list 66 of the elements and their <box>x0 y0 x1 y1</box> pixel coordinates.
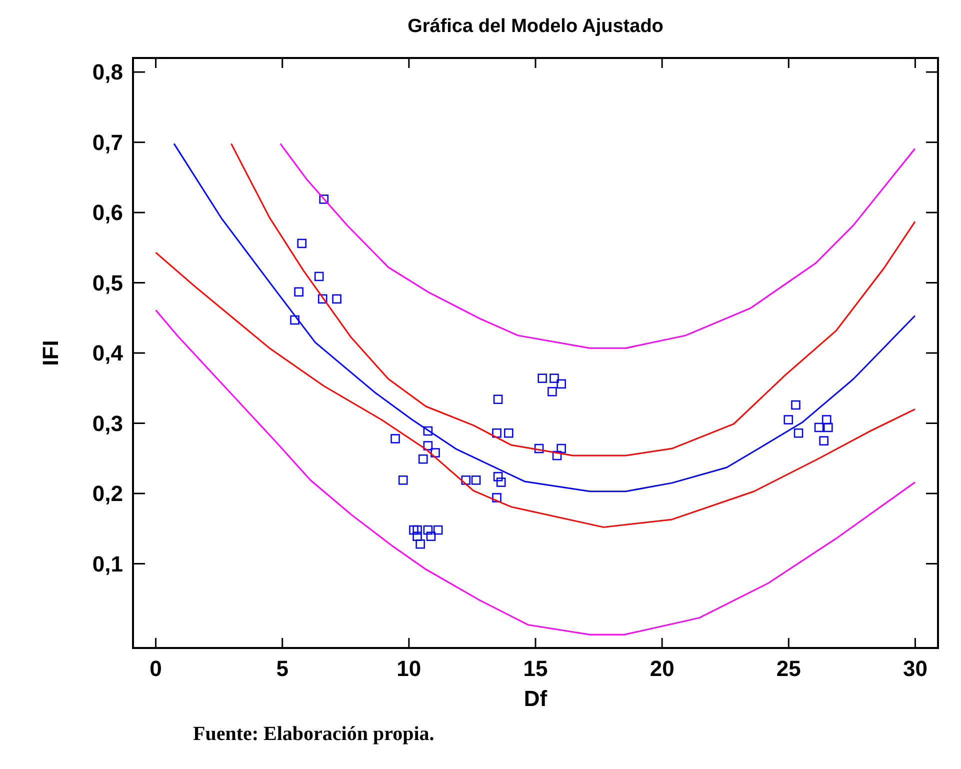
point <box>294 287 304 297</box>
point <box>423 426 433 436</box>
point <box>819 436 828 446</box>
x-axis-title: Df <box>524 686 548 711</box>
line-series <box>155 252 916 528</box>
point <box>418 454 428 464</box>
y-tick-label: 0,1 <box>92 551 123 576</box>
point <box>398 475 408 485</box>
point <box>493 394 503 404</box>
x-tick-label: 5 <box>276 656 288 681</box>
line-series <box>155 309 916 636</box>
x-tick-label: 0 <box>150 656 162 681</box>
point <box>493 472 503 482</box>
point <box>823 422 833 432</box>
point <box>794 428 804 438</box>
y-tick-label: 0,7 <box>92 130 123 155</box>
x-tick-label: 30 <box>902 656 928 681</box>
point <box>412 532 422 541</box>
y-tick-label: 0,2 <box>92 481 123 506</box>
y-tick-label: 0,4 <box>92 340 124 366</box>
point <box>423 525 433 535</box>
point <box>423 441 433 450</box>
y-tick-label: 0,6 <box>92 200 123 226</box>
point <box>550 374 559 383</box>
point <box>552 450 562 460</box>
point <box>814 422 824 432</box>
x-tick-label: 15 <box>523 656 548 681</box>
chart-title: Gráfica del Modelo Ajustado <box>408 16 664 37</box>
point <box>471 475 481 485</box>
point <box>409 525 418 535</box>
point <box>534 444 544 454</box>
point <box>461 475 471 485</box>
point <box>548 386 557 396</box>
point <box>319 194 329 204</box>
point <box>822 415 832 424</box>
line-series <box>280 142 916 349</box>
point <box>496 478 506 487</box>
point <box>433 525 443 535</box>
point <box>416 539 425 549</box>
point <box>426 532 436 541</box>
point <box>332 294 342 304</box>
point <box>504 428 514 438</box>
point <box>314 272 324 282</box>
point <box>290 315 300 325</box>
y-axis-title: IFI <box>38 340 63 366</box>
point <box>430 448 440 458</box>
point <box>412 525 422 535</box>
line-series <box>173 142 916 492</box>
y-tick-label: 0,3 <box>92 410 123 436</box>
y-tick-label: 0,8 <box>92 60 123 85</box>
point <box>791 400 800 410</box>
point <box>556 444 566 454</box>
point <box>492 493 502 502</box>
point <box>538 374 547 383</box>
point <box>556 379 566 389</box>
source-note: Fuente: Elaboración propia. <box>193 723 434 745</box>
x-tick-label: 25 <box>776 656 801 681</box>
x-tick-label: 10 <box>396 656 422 681</box>
y-tick-label: 0,5 <box>92 270 123 296</box>
point <box>297 238 306 248</box>
point <box>390 434 400 444</box>
point <box>492 428 502 438</box>
point <box>784 415 794 424</box>
x-tick-label: 20 <box>650 656 674 681</box>
line-series <box>230 142 916 456</box>
point <box>318 294 328 304</box>
